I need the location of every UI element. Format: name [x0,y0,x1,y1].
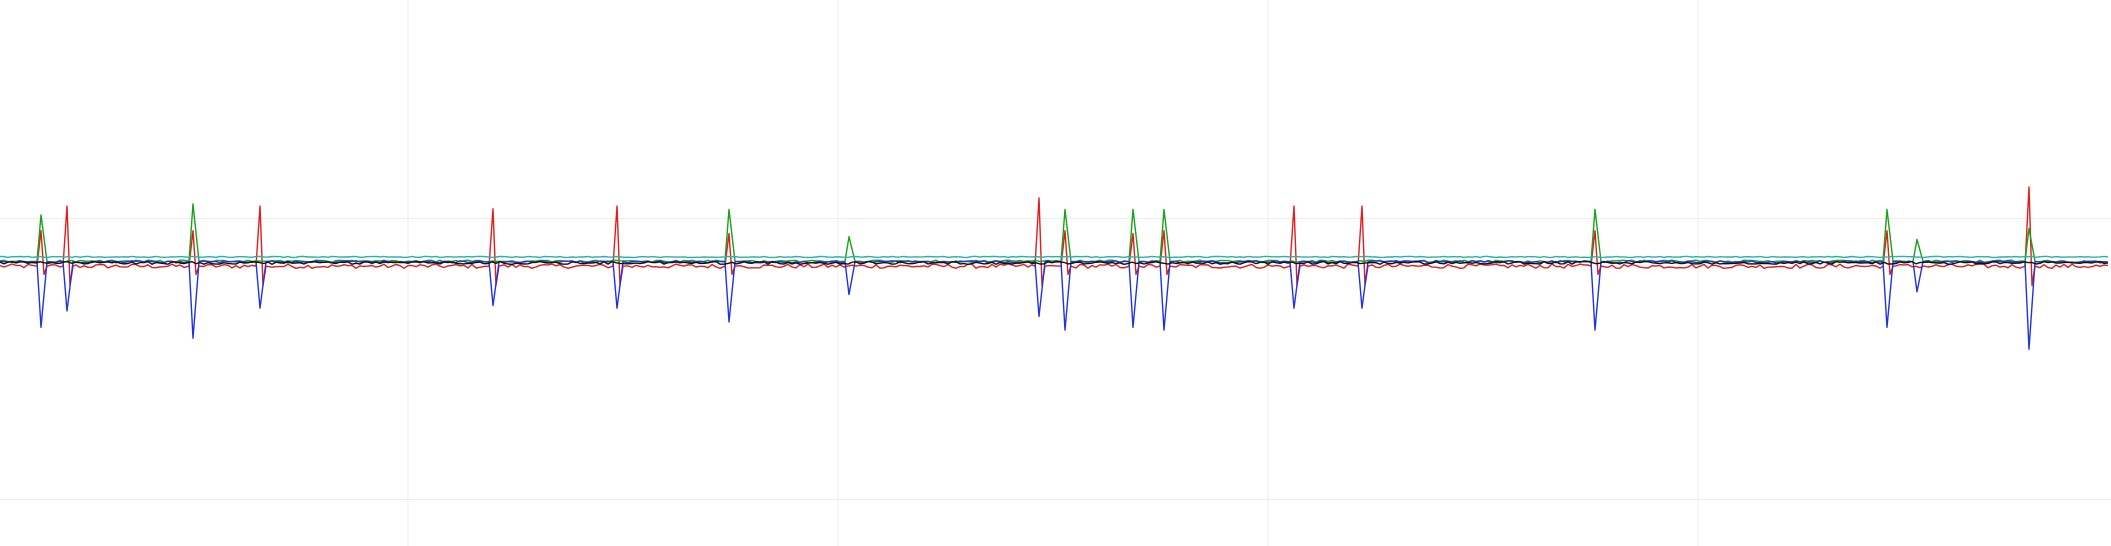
series-line-2 [0,203,2109,264]
chart-series-group [0,186,2109,350]
series-line-3 [0,260,2109,350]
series-line-5 [0,255,2109,259]
series-line-1 [0,186,2109,286]
series-line-4 [0,260,2109,265]
